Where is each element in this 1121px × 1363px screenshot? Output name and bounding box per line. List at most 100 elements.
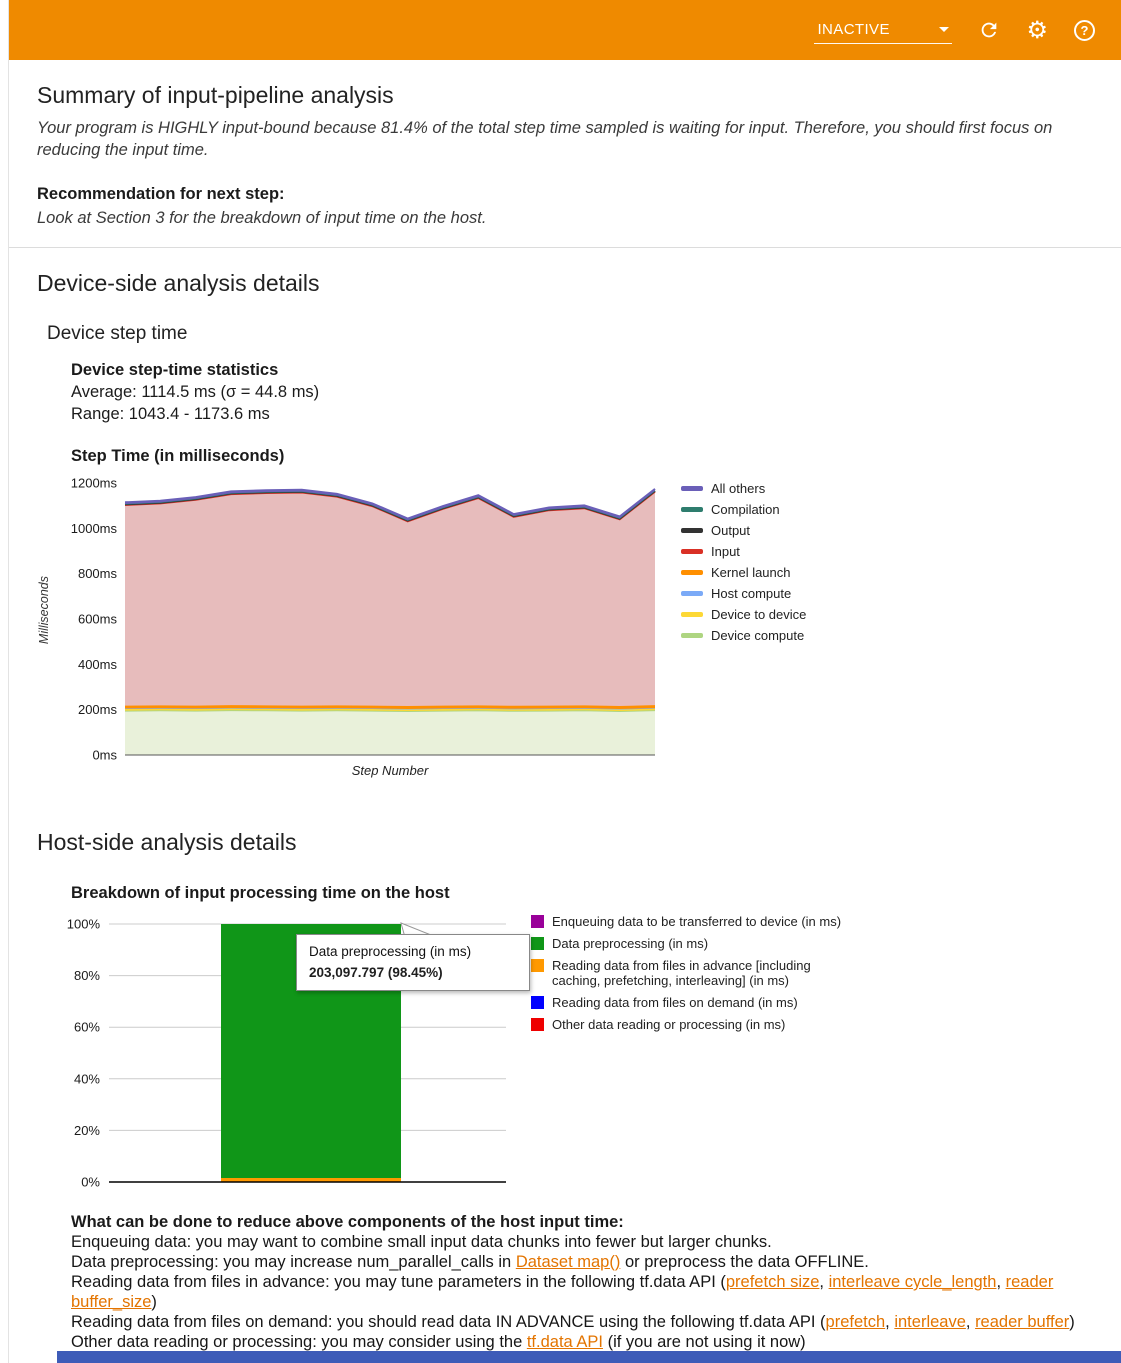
- x-axis-label: Step Number: [352, 763, 429, 778]
- legend-item-input: Input: [681, 544, 806, 559]
- link-reader-buffer-size[interactable]: reader buffer_size: [71, 1273, 1054, 1311]
- legend-label: Reading data from files on demand (in ms…: [552, 995, 798, 1010]
- tooltip-series-name: Data preprocessing (in ms): [309, 944, 472, 959]
- advice-text: Reading data from files in advance: you …: [71, 1273, 726, 1291]
- advice-text: ): [1069, 1313, 1075, 1331]
- help-button[interactable]: ?: [1074, 17, 1095, 43]
- legend-swatch-input: [681, 549, 703, 554]
- host-chart-wrap: 0% 20% 40% 60% 80% 100% Data preprocessing (i…: [51, 910, 530, 1202]
- legend-label: Device compute: [711, 628, 805, 643]
- advice-text: ,: [965, 1313, 976, 1331]
- advice-line: Reading data from files on demand: you s…: [71, 1312, 1093, 1332]
- legend-item-kernel-launch: Kernel launch: [681, 565, 806, 580]
- bar-segment-reading-data-from-files-in-advance-including-caching-prefetching-interleaving-in-ms[interactable]: [221, 1178, 401, 1182]
- legend-item-other-data-reading-or-processing-in-ms: Other data reading or processing (in ms): [531, 1017, 862, 1032]
- y-tick: 0%: [81, 1175, 100, 1190]
- link-tf-data-api[interactable]: tf.data API: [526, 1333, 603, 1351]
- legend-swatch-host-compute: [681, 591, 703, 596]
- recommendation-label: Recommendation for next step:: [37, 185, 285, 203]
- legend-item-data-preprocessing-in-ms: Data preprocessing (in ms): [531, 936, 862, 951]
- legend-item-enqueuing-data-to-be-transferred-to-device-in-ms: Enqueuing data to be transferred to devi…: [531, 914, 862, 929]
- refresh-button[interactable]: [978, 17, 1000, 43]
- chevron-down-icon: [939, 27, 950, 32]
- advice-text: Other data reading or processing: you ma…: [71, 1333, 527, 1351]
- link-interleave-cycle-length[interactable]: interleave cycle_length: [828, 1273, 997, 1291]
- advice-text: (if you are not using it now): [602, 1333, 806, 1351]
- legend-item-device-compute: Device compute: [681, 628, 806, 643]
- legend-swatch-enqueuing-data-to-be-transferred-to-device-in-ms: [531, 915, 544, 928]
- help-glyph: ?: [1080, 22, 1089, 38]
- legend-label: Reading data from files in advance [incl…: [552, 958, 811, 988]
- device-chart-title: Step Time (in milliseconds): [71, 447, 285, 465]
- advice-text: ,: [819, 1273, 829, 1291]
- advice-text: Data preprocessing: you may increase num…: [71, 1253, 516, 1271]
- summary-section: Summary of input-pipeline analysis Your …: [9, 60, 1121, 229]
- legend-label: All others: [711, 481, 766, 496]
- advice-section: What can be done to reduce above compone…: [71, 1212, 1093, 1352]
- advice-title: What can be done to reduce above compone…: [71, 1213, 624, 1231]
- y-tick: 60%: [74, 1020, 100, 1035]
- y-tick: 1200ms: [71, 476, 118, 491]
- legend-item-host-compute: Host compute: [681, 586, 806, 601]
- y-tick: 100%: [67, 917, 101, 932]
- legend-swatch-data-preprocessing-in-ms: [531, 937, 544, 950]
- host-chart-row: 0% 20% 40% 60% 80% 100% Data preprocessing (i…: [51, 910, 1093, 1202]
- device-step-time-chart: 0ms 200ms 400ms 600ms 800ms 1000ms 1200ms Step …: [71, 476, 656, 778]
- settings-button[interactable]: ⚙: [1026, 17, 1048, 43]
- advice-text: Enqueuing data: you may want to combine …: [71, 1233, 772, 1251]
- legend-swatch-device-to-device: [681, 612, 703, 617]
- y-tick: 20%: [74, 1123, 100, 1138]
- device-chart-legend: All others Compilation Output Input Kernel l…: [681, 481, 806, 643]
- stats-title: Device step-time statistics: [71, 361, 279, 379]
- device-step-time-subtitle: Device step time: [47, 323, 188, 344]
- y-tick: 200ms: [78, 702, 118, 717]
- device-chart-row: Milliseconds 0ms 200ms 400ms 600ms 800ms 1000…: [37, 473, 1093, 787]
- host-chart-legend: Enqueuing data to be transferred to devi…: [531, 914, 862, 1032]
- advice-text: ,: [996, 1273, 1006, 1291]
- tooltip-value: 203,097.797 (98.45%): [309, 965, 443, 980]
- legend-item-reading-data-from-files-in-advance-including-caching-prefetching-interleaving-in-ms: Reading data from files in advance [incl…: [531, 958, 862, 988]
- legend-swatch-other-data-reading-or-processing-in-ms: [531, 1018, 544, 1031]
- status-dropdown[interactable]: INACTIVE: [814, 16, 953, 44]
- legend-label: Other data reading or processing (in ms): [552, 1017, 786, 1032]
- y-tick: 800ms: [78, 566, 118, 581]
- legend-label: Input: [711, 544, 740, 559]
- legend-label: Device to device: [711, 607, 807, 622]
- legend-item-all-others: All others: [681, 481, 806, 496]
- advice-line: Other data reading or processing: you ma…: [71, 1332, 1093, 1352]
- chart-tooltip: Data preprocessing (in ms) 203,097.797 (…: [296, 934, 530, 991]
- legend-label: Enqueuing data to be transferred to devi…: [552, 914, 842, 929]
- legend-swatch-compilation: [681, 507, 703, 512]
- legend-swatch-all-others: [681, 486, 703, 491]
- host-section-title: Host-side analysis details: [37, 829, 297, 855]
- main-panel: INACTIVE ⚙ ? Summary of input-pipeline a…: [8, 0, 1121, 1363]
- link-prefetch[interactable]: prefetch: [825, 1313, 886, 1331]
- link-interleave[interactable]: interleave: [894, 1313, 966, 1331]
- legend-item-reading-data-from-files-on-demand-in-ms: Reading data from files on demand (in ms…: [531, 995, 862, 1010]
- legend-swatch-device-compute: [681, 633, 703, 638]
- summary-title: Summary of input-pipeline analysis: [37, 82, 394, 108]
- gear-icon: ⚙: [1026, 16, 1048, 44]
- legend-item-device-to-device: Device to device: [681, 607, 806, 622]
- legend-swatch-kernel-launch: [681, 570, 703, 575]
- advice-line: Enqueuing data: you may want to combine …: [71, 1232, 1093, 1252]
- area-device-compute: [125, 710, 655, 755]
- link-reader-buffer[interactable]: reader buffer: [975, 1313, 1070, 1331]
- advice-text: or preprocess the data OFFLINE.: [620, 1253, 869, 1271]
- link-dataset-map[interactable]: Dataset map(): [515, 1253, 621, 1271]
- refresh-icon: [982, 22, 997, 38]
- host-chart-title: Breakdown of input processing time on th…: [71, 884, 450, 902]
- stats-average: Average: 1114.5 ms (σ = 44.8 ms): [71, 383, 320, 401]
- device-section-title: Device-side analysis details: [37, 270, 320, 296]
- stats-range: Range: 1043.4 - 1173.6 ms: [71, 405, 270, 423]
- legend-item-compilation: Compilation: [681, 502, 806, 517]
- link-prefetch-size[interactable]: prefetch size: [725, 1273, 820, 1291]
- help-icon: ?: [1074, 19, 1095, 41]
- advice-text: ,: [885, 1313, 895, 1331]
- legend-item-output: Output: [681, 523, 806, 538]
- area-input: [125, 491, 655, 706]
- advice-text: ): [151, 1293, 157, 1311]
- y-tick: 1000ms: [71, 521, 118, 536]
- device-chart-ylabel: Milliseconds: [37, 575, 51, 645]
- legend-swatch-reading-data-from-files-on-demand-in-ms: [531, 996, 544, 1009]
